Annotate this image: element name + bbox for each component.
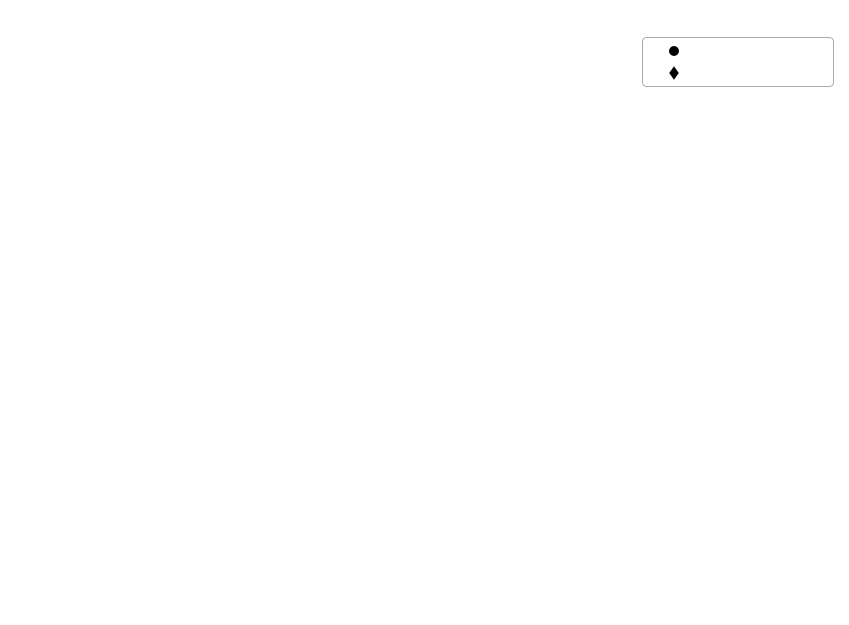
legend-diamond-marker-icon bbox=[669, 66, 679, 80]
legend-box bbox=[642, 37, 834, 87]
legend bbox=[642, 37, 834, 87]
legend-circle-marker-icon bbox=[669, 46, 679, 56]
